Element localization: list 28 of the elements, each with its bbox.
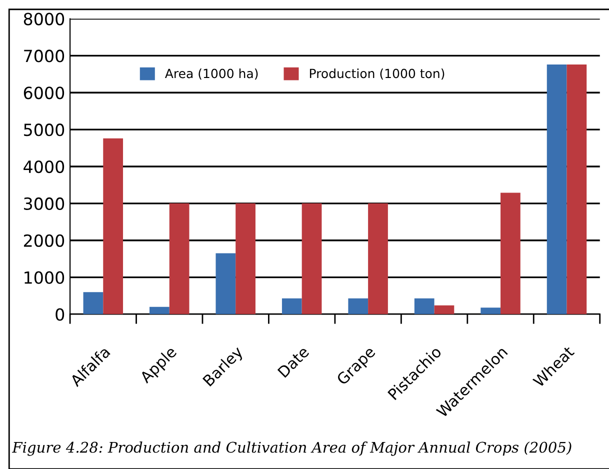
y-tick-label: 1000: [24, 271, 64, 284]
y-tick-label: 5000: [24, 124, 64, 136]
bar: [282, 298, 302, 314]
bar: [348, 298, 368, 314]
y-tick-label: 8000: [24, 12, 64, 26]
bar: [103, 138, 124, 314]
bar: [236, 203, 256, 314]
caption: Figure 4.28: Production and Cultivation Area of Major Annual Crops (2005): [12, 442, 572, 456]
bar: [368, 203, 388, 314]
bar: [83, 292, 104, 314]
bar: [150, 306, 170, 314]
y-tick-label: 7000: [24, 50, 64, 62]
y-tick-label: 4000: [24, 160, 64, 174]
bar: [500, 192, 520, 314]
bar: [566, 64, 587, 314]
bar: [169, 203, 190, 314]
bar: [546, 64, 567, 314]
legend-label: Area (1000 ha): [164, 68, 258, 80]
y-tick-label: 2000: [24, 234, 64, 247]
bar: [480, 308, 501, 314]
y-tick-label: 0: [56, 308, 64, 321]
legend-label: Production (1000 ton): [310, 68, 444, 80]
bar: [414, 298, 434, 314]
bar: [216, 253, 236, 314]
y-tick-label: 6000: [24, 86, 64, 100]
bar: [302, 203, 322, 314]
y-tick-label: 3000: [24, 197, 64, 210]
bar: [434, 305, 454, 314]
